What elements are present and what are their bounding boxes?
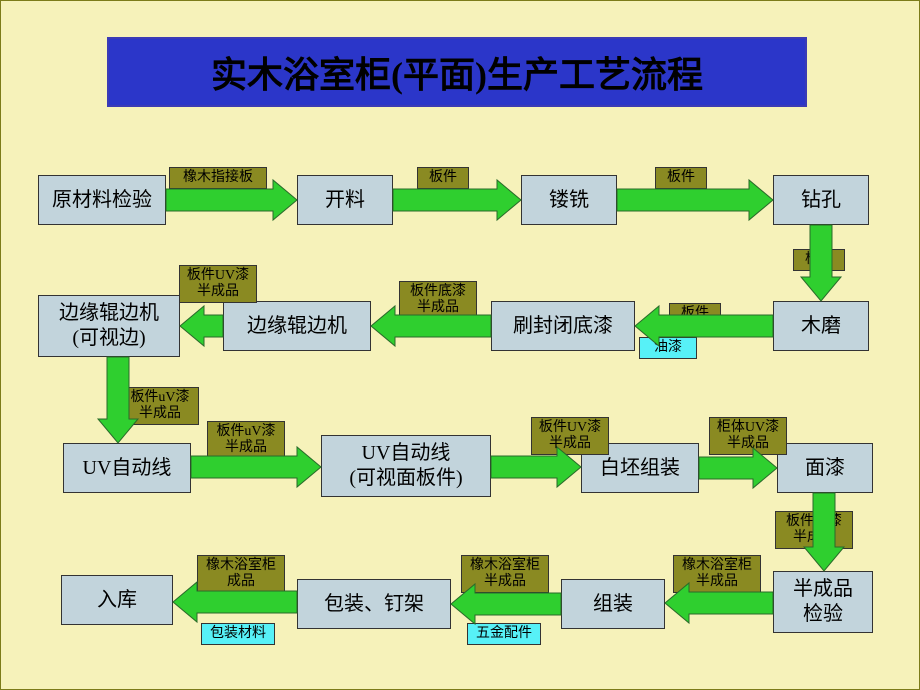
node-n4: 钻孔 bbox=[773, 175, 869, 225]
arrow-n7-n8 bbox=[180, 306, 223, 346]
arrow-n1-n2 bbox=[166, 180, 297, 220]
arrow-n5-n6 bbox=[635, 306, 773, 346]
node-n16: 入库 bbox=[61, 575, 173, 625]
node-n15: 包装、钉架 bbox=[297, 579, 451, 629]
arrow-n9-n10 bbox=[191, 447, 321, 487]
node-n13: 半成品检验 bbox=[773, 571, 873, 633]
arrow-n11-n12 bbox=[699, 448, 777, 488]
node-n14: 组装 bbox=[561, 579, 665, 629]
node-n7: 边缘辊边机 bbox=[223, 301, 371, 351]
node-n6: 刷封闭底漆 bbox=[491, 301, 635, 351]
arrow-n8-n9 bbox=[98, 357, 138, 443]
node-n9: UV自动线 bbox=[63, 443, 191, 493]
material-tag-p3: 包装材料 bbox=[201, 623, 275, 645]
arrow-n3-n4 bbox=[617, 180, 773, 220]
arrow-n15-n16 bbox=[173, 582, 297, 622]
node-n5: 木磨 bbox=[773, 301, 869, 351]
node-n8: 边缘辊边机(可视边) bbox=[38, 295, 180, 357]
node-n2: 开料 bbox=[297, 175, 393, 225]
node-n10: UV自动线(可视面板件) bbox=[321, 435, 491, 497]
title-bar: 实木浴室柜(平面)生产工艺流程 bbox=[107, 37, 807, 107]
node-n3: 镂铣 bbox=[521, 175, 617, 225]
arrow-n2-n3 bbox=[393, 180, 521, 220]
node-n1: 原材料检验 bbox=[38, 175, 166, 225]
material-tag-p2: 五金配件 bbox=[467, 623, 541, 645]
flowchart-canvas: 实木浴室柜(平面)生产工艺流程原材料检验 开料 镂铣 钻孔木磨 刷封闭底漆 边缘辊边机边缘… bbox=[0, 0, 920, 690]
arrow-n6-n7 bbox=[371, 306, 491, 346]
arrow-n10-n11 bbox=[491, 447, 581, 487]
arrow-n13-n14 bbox=[665, 583, 773, 623]
node-n12: 面漆 bbox=[777, 443, 873, 493]
edge-tag-t7: 板件UV漆半成品 bbox=[179, 265, 257, 303]
arrow-n14-n15 bbox=[451, 584, 561, 624]
arrow-n4-n5 bbox=[801, 225, 841, 301]
arrow-n12-n13 bbox=[804, 493, 844, 571]
